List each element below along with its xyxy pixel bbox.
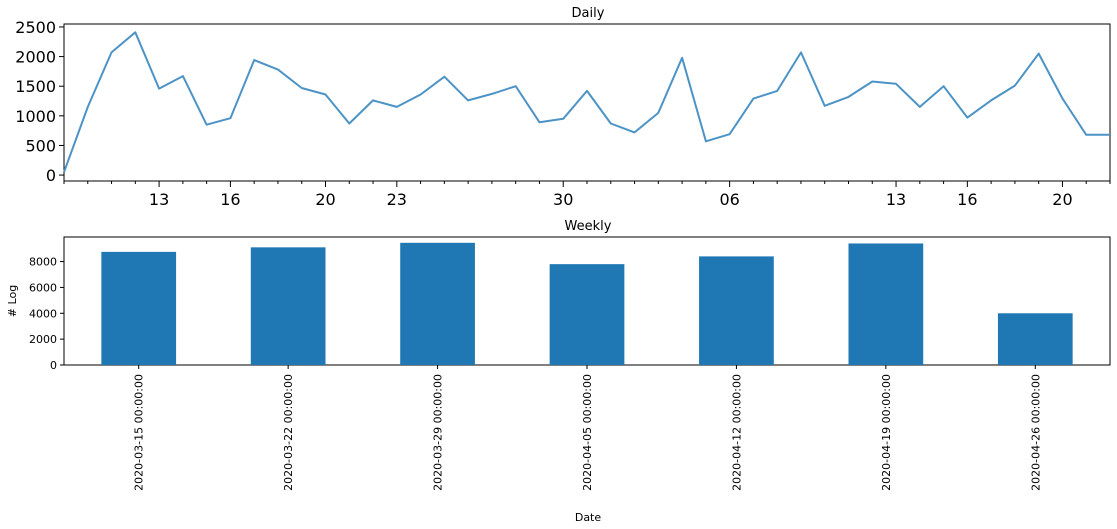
weekly-x-tick-label: 2020-04-19 00:00:00 bbox=[880, 374, 893, 491]
weekly-chart: Weekly 0 2000 4000 6000 8000 2020-03-15 00:0… bbox=[6, 219, 1111, 524]
daily-x-tick-label: 23 bbox=[387, 190, 407, 209]
weekly-x-tick-label: 2020-03-22 00:00:00 bbox=[282, 374, 295, 491]
weekly-x-tick-label: 2020-04-05 00:00:00 bbox=[581, 374, 594, 491]
weekly-bar bbox=[848, 243, 924, 365]
weekly-x-tick-label: 2020-04-26 00:00:00 bbox=[1029, 374, 1042, 491]
weekly-y-tick-label: 6000 bbox=[29, 281, 57, 294]
weekly-y-tick-label: 2000 bbox=[29, 333, 57, 346]
daily-y-tick-label: 2500 bbox=[15, 18, 56, 37]
weekly-x-tick-label: 2020-03-15 00:00:00 bbox=[133, 374, 146, 491]
weekly-x-axis-label: Date bbox=[575, 511, 602, 524]
daily-y-tick-label: 2000 bbox=[15, 48, 56, 67]
weekly-y-axis-label: # Log bbox=[6, 285, 19, 317]
weekly-bar bbox=[997, 313, 1073, 365]
weekly-bar bbox=[549, 264, 625, 365]
daily-y-tick-label: 0 bbox=[46, 166, 56, 185]
daily-y-axis: 0 500 1000 1500 2000 2500 bbox=[15, 18, 64, 185]
weekly-bar bbox=[250, 247, 326, 365]
daily-y-tick-label: 1000 bbox=[15, 107, 56, 126]
weekly-x-tick-label: 2020-03-29 00:00:00 bbox=[432, 374, 445, 491]
daily-y-tick-label: 500 bbox=[25, 136, 56, 155]
weekly-y-axis: 0 2000 4000 6000 8000 bbox=[29, 256, 64, 372]
weekly-bars bbox=[101, 242, 1073, 365]
daily-x-tick-label: 30 bbox=[553, 190, 573, 209]
weekly-y-tick-label: 8000 bbox=[29, 256, 57, 269]
weekly-bar bbox=[101, 251, 177, 365]
weekly-chart-title: Weekly bbox=[565, 219, 612, 234]
daily-y-tick-label: 1500 bbox=[15, 77, 56, 96]
weekly-bar bbox=[699, 256, 774, 365]
daily-x-tick-label: 20 bbox=[315, 190, 335, 209]
weekly-x-axis: 2020-03-15 00:00:00 2020-03-22 00:00:00 20… bbox=[133, 365, 1042, 491]
daily-x-tick-label: 13 bbox=[149, 190, 169, 209]
weekly-x-tick-label: 2020-04-12 00:00:00 bbox=[730, 374, 743, 491]
weekly-y-tick-label: 4000 bbox=[29, 307, 57, 320]
daily-chart-title: Daily bbox=[572, 6, 605, 21]
daily-x-tick-label: 16 bbox=[957, 190, 977, 209]
weekly-bar bbox=[400, 242, 475, 365]
daily-x-tick-label: 06 bbox=[719, 190, 739, 209]
daily-x-axis: 13 16 20 23 30 06 13 16 20 bbox=[63, 181, 1111, 209]
daily-x-tick-label: 13 bbox=[886, 190, 906, 209]
daily-plot-area bbox=[63, 23, 1111, 182]
daily-x-tick-label: 16 bbox=[220, 190, 240, 209]
daily-x-tick-label: 20 bbox=[1052, 190, 1072, 209]
weekly-y-tick-label: 0 bbox=[50, 359, 57, 372]
daily-series-line bbox=[63, 31, 1110, 173]
